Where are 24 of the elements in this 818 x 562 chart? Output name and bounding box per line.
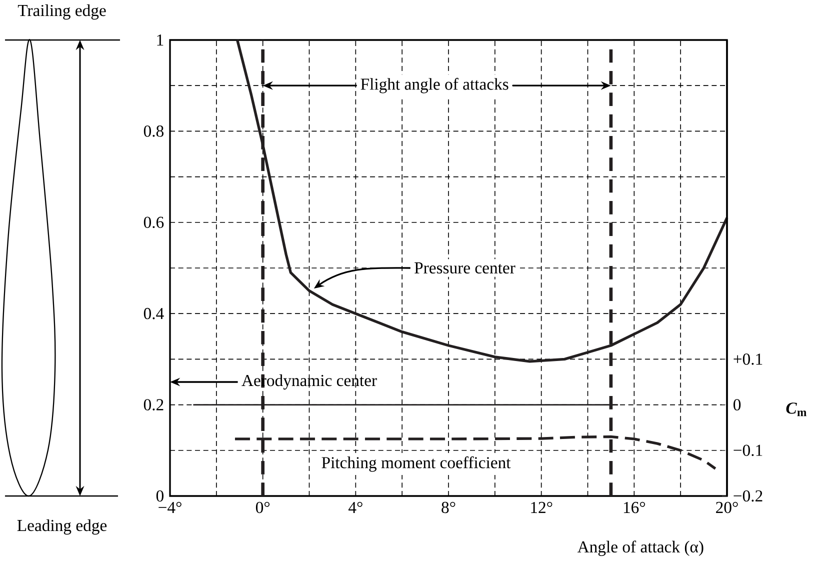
text: Trailing edge (18, 4, 106, 20)
x-tick-label: 4° (348, 502, 362, 514)
y-tick-label: 0.4 (144, 308, 164, 320)
y2-tick-label: −0.1 (734, 444, 762, 456)
y-tick-label: 1 (157, 34, 164, 46)
x-axis-title: Angle of attack (α) (577, 540, 704, 556)
y2-tick-label: +0.1 (734, 354, 762, 366)
x-tick-label: 20° (716, 502, 738, 514)
y2-tick-label: 0 (734, 399, 741, 411)
x-tick-label: 12° (531, 502, 552, 514)
x-tick-label: −4° (158, 502, 182, 514)
annotation: Pitching moment coefficient (322, 456, 511, 472)
text: Leading edge (17, 520, 107, 535)
x-tick-label: 0° (256, 502, 270, 514)
annotation: Pressure center (414, 262, 516, 274)
x-tick-label: 16° (624, 502, 646, 514)
y-tick-label: 0.2 (144, 399, 164, 411)
y-tick-label: 0.8 (144, 126, 164, 138)
annotation: Flight angle of attacks (360, 78, 508, 94)
y-tick-label: 0.6 (144, 216, 164, 228)
x-tick-label: 8° (442, 502, 456, 514)
y2-tick-label: −0.2 (734, 490, 762, 502)
y2-axis-title: C$_{m}$ (786, 402, 806, 416)
y-tick-label: 0 (156, 490, 164, 502)
